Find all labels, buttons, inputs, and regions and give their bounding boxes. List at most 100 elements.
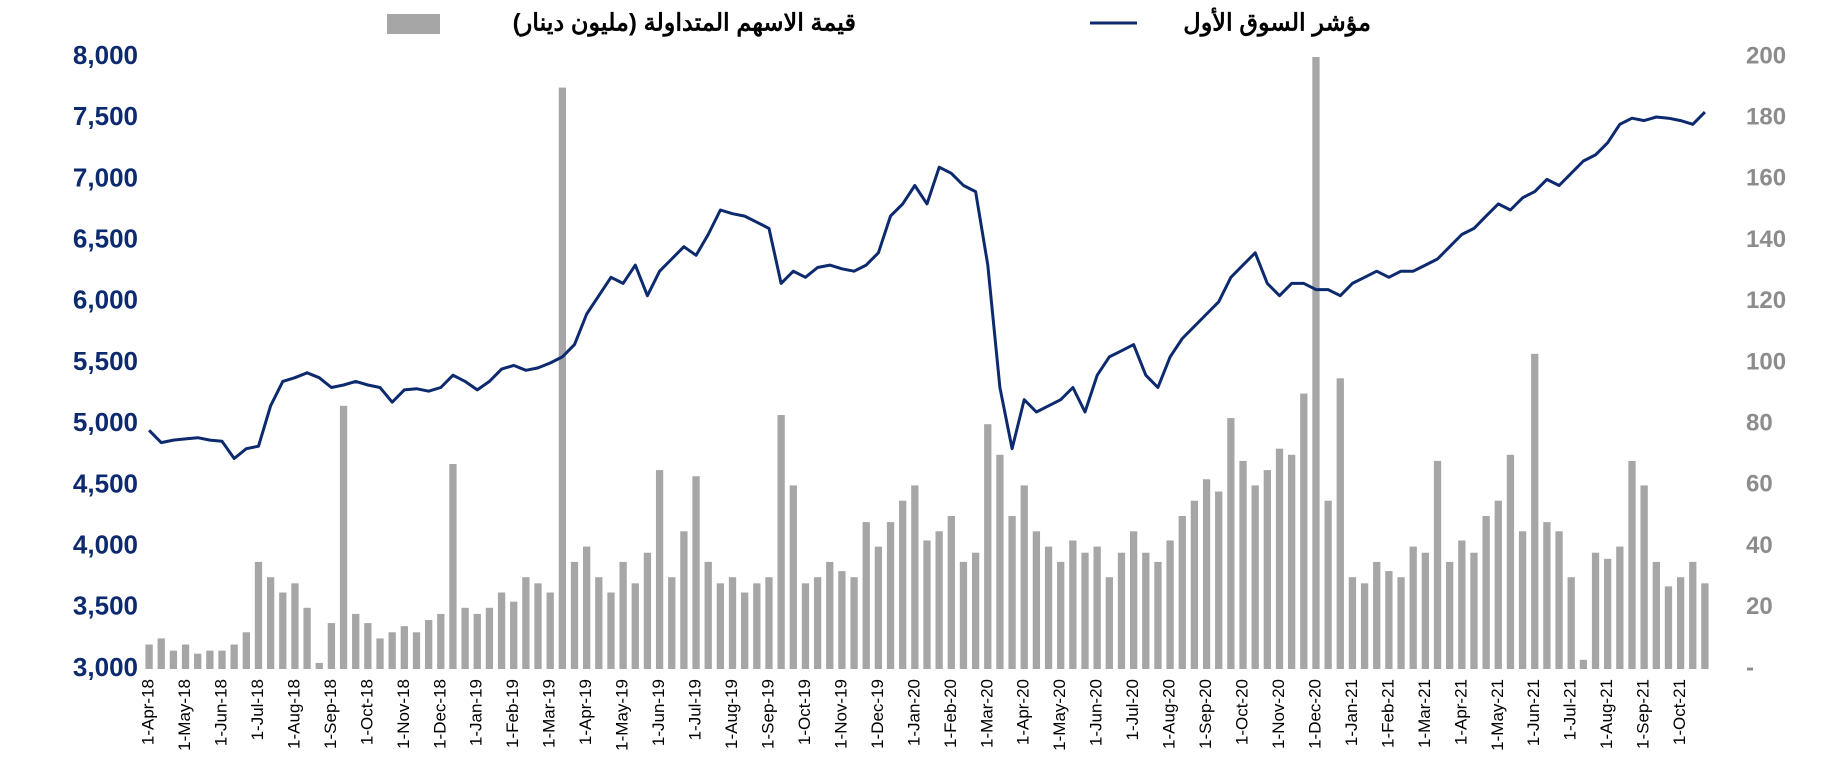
x-tick-label: 1-Dec-20 bbox=[1305, 679, 1324, 749]
bar bbox=[1312, 57, 1320, 669]
bar bbox=[874, 546, 883, 669]
x-tick-label: 1-Jun-20 bbox=[1087, 679, 1106, 746]
y-tick-label: 5,000 bbox=[73, 407, 138, 437]
bar bbox=[765, 577, 773, 669]
bar bbox=[1628, 460, 1636, 669]
bar bbox=[1676, 577, 1685, 669]
x-tick-label: 1-Aug-19 bbox=[722, 679, 741, 749]
bar bbox=[364, 623, 372, 669]
y2-tick-label: 140 bbox=[1746, 226, 1786, 253]
bar bbox=[753, 583, 761, 669]
bar bbox=[789, 485, 797, 669]
bar bbox=[607, 592, 615, 669]
x-tick-label: 1-Jul-20 bbox=[1123, 679, 1142, 740]
bar bbox=[339, 405, 348, 669]
bar bbox=[801, 583, 810, 669]
bar bbox=[1288, 454, 1296, 669]
y2-tick-label: 120 bbox=[1746, 287, 1786, 314]
bar bbox=[546, 592, 554, 669]
y2-tick-label: 40 bbox=[1746, 532, 1773, 559]
bar bbox=[1579, 659, 1588, 669]
x-tick-label: 1-Apr-18 bbox=[139, 679, 158, 745]
bar bbox=[1652, 561, 1660, 669]
bar bbox=[1397, 577, 1405, 669]
x-tick-label: 1-Apr-21 bbox=[1451, 679, 1470, 745]
x-tick-label: 1-Nov-18 bbox=[394, 679, 413, 749]
bar bbox=[388, 632, 396, 669]
y2-tick-label: 80 bbox=[1746, 410, 1773, 437]
x-tick-label: 1-Aug-21 bbox=[1597, 679, 1616, 749]
bar bbox=[315, 662, 323, 669]
x-tick-label: 1-Apr-19 bbox=[576, 679, 595, 745]
bar bbox=[1190, 500, 1199, 669]
bar bbox=[668, 577, 676, 669]
y-tick-label: 7,000 bbox=[73, 162, 138, 192]
bar bbox=[1531, 353, 1539, 669]
bar bbox=[971, 552, 980, 669]
x-tick-label: 1-Oct-20 bbox=[1233, 679, 1252, 745]
x-tick-label: 1-Sep-21 bbox=[1634, 679, 1653, 749]
x-tick-label: 1-Dec-18 bbox=[430, 679, 449, 749]
bar bbox=[1591, 552, 1600, 669]
bar bbox=[1129, 531, 1138, 669]
bar bbox=[984, 424, 992, 669]
bar bbox=[497, 592, 506, 669]
y-tick-label: 7,500 bbox=[73, 101, 138, 131]
y2-tick-label: 100 bbox=[1746, 348, 1786, 375]
bar bbox=[1567, 577, 1575, 669]
bar bbox=[449, 463, 457, 669]
bar bbox=[254, 561, 263, 669]
legend-swatch bbox=[387, 14, 440, 34]
bar bbox=[145, 644, 153, 669]
bar bbox=[327, 623, 336, 669]
bar bbox=[1300, 393, 1308, 669]
bar bbox=[1482, 516, 1490, 669]
bar bbox=[959, 561, 968, 669]
bar bbox=[813, 577, 822, 669]
bar bbox=[899, 500, 907, 669]
legend-label: مؤشر السوق الأول bbox=[1183, 5, 1371, 37]
bar bbox=[850, 577, 858, 669]
bar bbox=[485, 607, 494, 669]
x-tick-label: 1-Sep-18 bbox=[321, 679, 340, 749]
bar bbox=[303, 607, 311, 669]
bar bbox=[838, 571, 846, 669]
x-tick-label: 1-Sep-20 bbox=[1196, 679, 1215, 749]
bar bbox=[1470, 552, 1478, 669]
bar bbox=[826, 561, 834, 669]
y2-tick-label: 200 bbox=[1746, 42, 1786, 69]
y-tick-label: 3,500 bbox=[73, 591, 138, 621]
bar bbox=[1664, 586, 1673, 669]
bar bbox=[437, 613, 445, 669]
bar bbox=[1701, 583, 1709, 669]
bar bbox=[291, 583, 299, 669]
x-tick-label: 1-Oct-21 bbox=[1670, 679, 1689, 745]
bar bbox=[1093, 546, 1101, 669]
x-tick-label: 1-Jul-21 bbox=[1561, 679, 1580, 740]
x-tick-label: 1-Jun-19 bbox=[649, 679, 668, 746]
bar bbox=[1081, 552, 1089, 669]
bar bbox=[1178, 516, 1186, 669]
y-tick-label: 5,500 bbox=[73, 346, 138, 376]
y2-tick-label: 60 bbox=[1746, 471, 1773, 498]
bar bbox=[1494, 500, 1502, 669]
bar bbox=[692, 476, 700, 669]
bar bbox=[522, 577, 530, 669]
bar bbox=[1336, 378, 1344, 669]
x-tick-label: 1-May-18 bbox=[175, 679, 194, 751]
bar bbox=[412, 632, 421, 669]
bar bbox=[1446, 561, 1454, 669]
bar bbox=[218, 650, 226, 669]
bar bbox=[206, 650, 214, 669]
bar bbox=[1373, 561, 1381, 669]
bar bbox=[947, 516, 955, 669]
bar bbox=[728, 577, 737, 669]
legend-label: قيمة الاسهم المتداولة (مليون دينار) bbox=[513, 9, 856, 37]
x-tick-label: 1-Jul-18 bbox=[248, 679, 267, 740]
bar bbox=[1239, 460, 1247, 669]
bar bbox=[230, 644, 238, 669]
x-tick-label: 1-Jan-20 bbox=[904, 679, 923, 746]
x-tick-label: 1-Dec-19 bbox=[868, 679, 887, 749]
bar bbox=[510, 601, 518, 669]
